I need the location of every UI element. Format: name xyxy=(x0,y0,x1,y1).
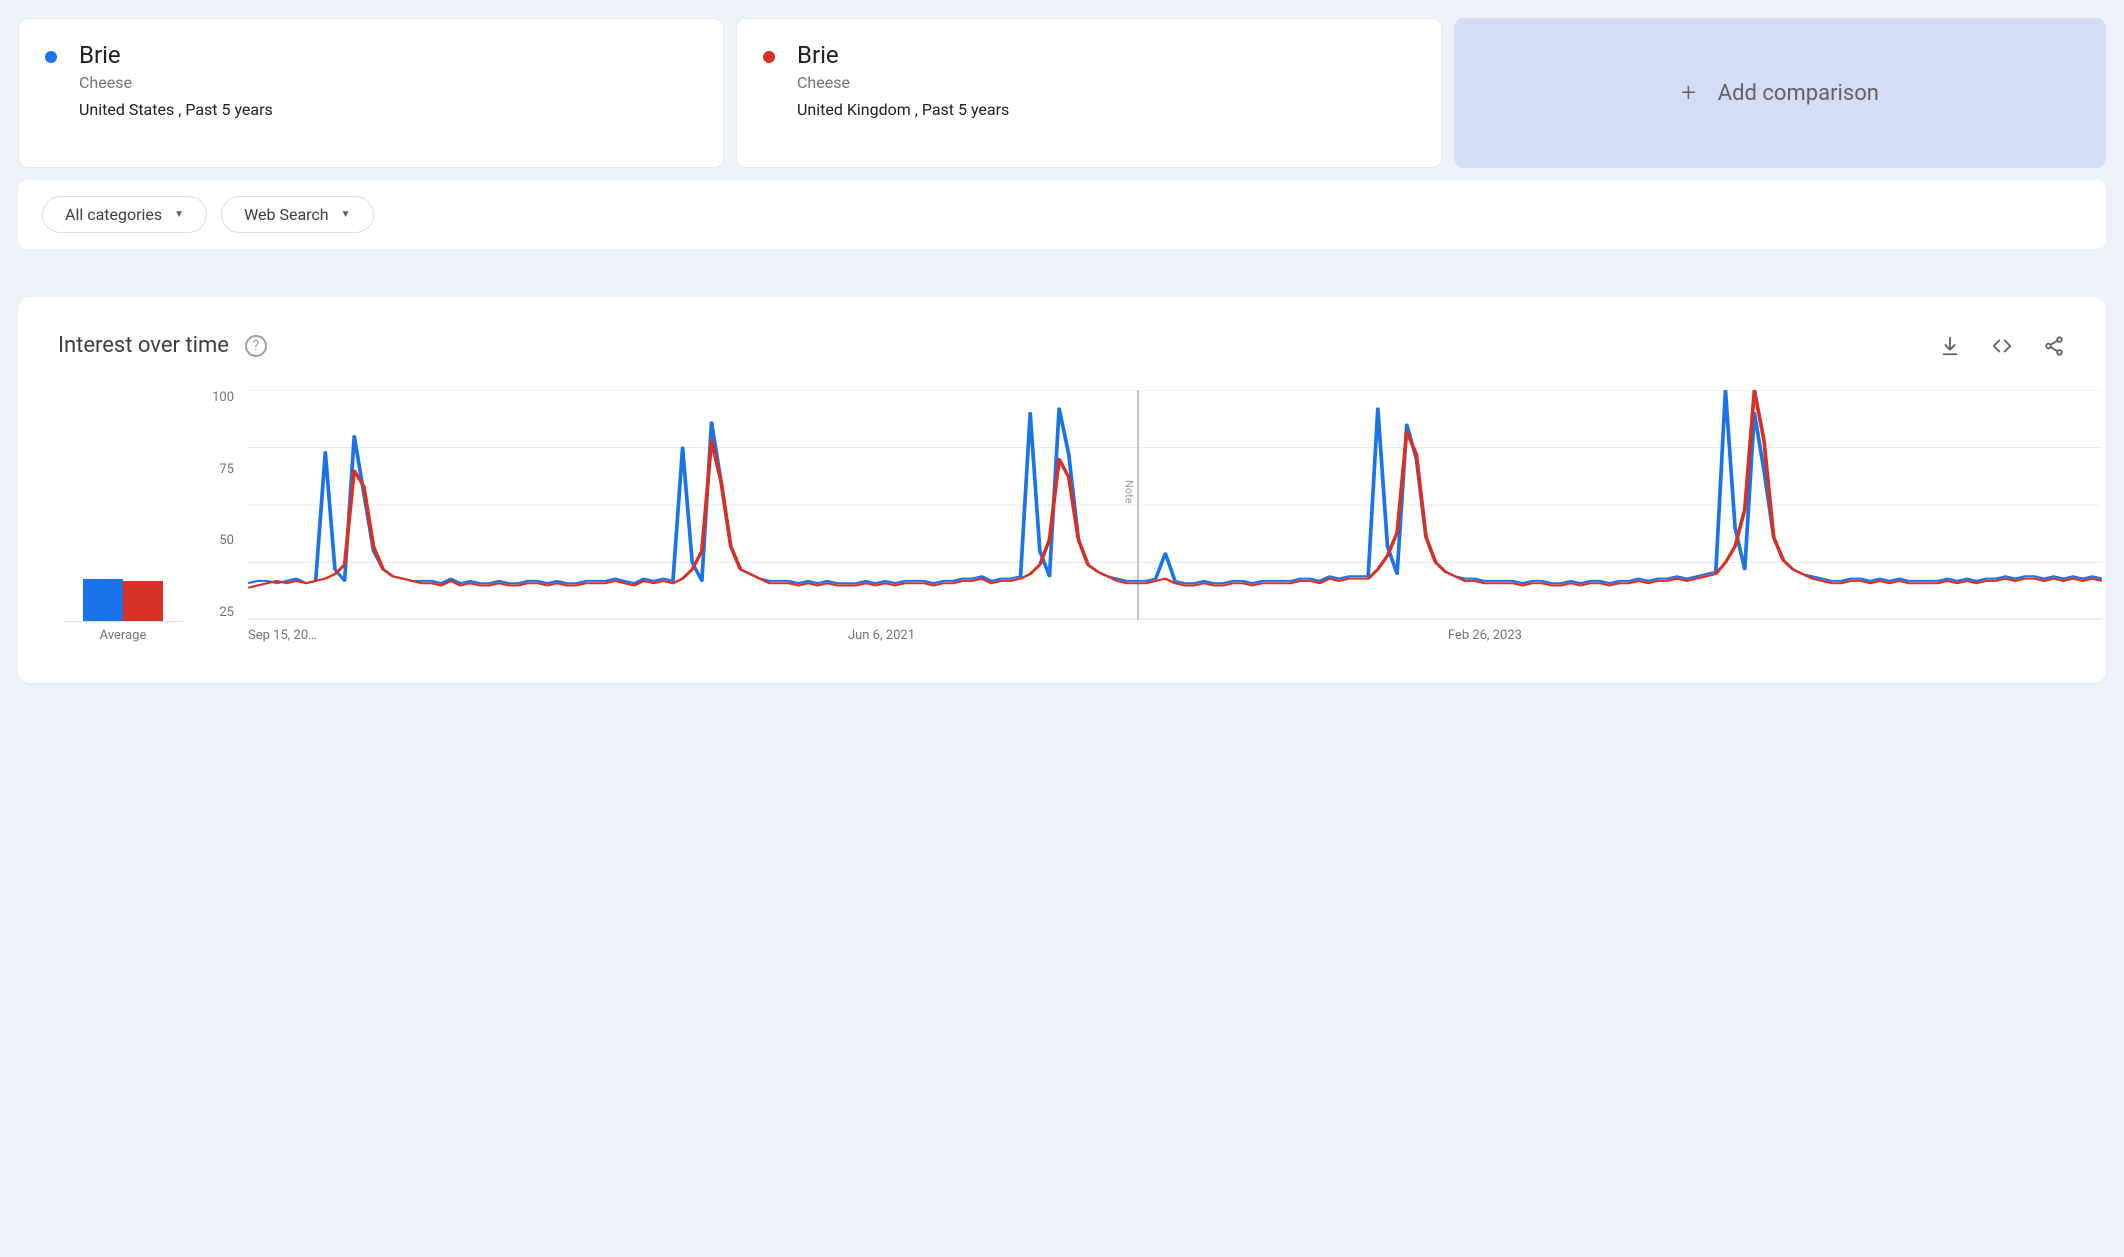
x-axis: Sep 15, 20…Jun 6, 2021Feb 26, 2023 xyxy=(248,628,2066,643)
download-icon[interactable] xyxy=(1938,334,1962,358)
search-type-label: Web Search xyxy=(244,205,329,224)
topic-title: Brie xyxy=(797,41,1009,69)
avg-bar-1 xyxy=(123,581,163,621)
plus-icon: + xyxy=(1681,78,1696,108)
add-comparison-button[interactable]: + Add comparison xyxy=(1454,18,2106,168)
average-label: Average xyxy=(100,628,147,643)
topic-card-0[interactable]: Brie Cheese United States , Past 5 years xyxy=(18,18,724,168)
topic-meta: United Kingdom , Past 5 years xyxy=(797,100,1009,119)
line-chart-svg xyxy=(248,390,2102,620)
y-axis: 100755025 xyxy=(204,390,234,620)
topic-subtitle: Cheese xyxy=(79,73,273,92)
topic-card-1[interactable]: Brie Cheese United Kingdom , Past 5 year… xyxy=(736,18,1442,168)
filter-bar: All categories ▼ Web Search ▼ xyxy=(18,180,2106,249)
series-dot-1 xyxy=(763,51,775,63)
share-icon[interactable] xyxy=(2042,334,2066,358)
topic-subtitle: Cheese xyxy=(797,73,1009,92)
topic-title: Brie xyxy=(79,41,273,69)
help-icon[interactable]: ? xyxy=(245,335,267,357)
category-dropdown[interactable]: All categories ▼ xyxy=(42,196,207,233)
search-type-dropdown[interactable]: Web Search ▼ xyxy=(221,196,373,233)
category-label: All categories xyxy=(65,205,162,224)
chart-body: Average 100755025 Note Sep 15, 20…Jun 6,… xyxy=(58,390,2066,643)
chart-actions xyxy=(1938,334,2066,358)
topic-meta: United States , Past 5 years xyxy=(79,100,273,119)
chevron-down-icon: ▼ xyxy=(341,209,351,220)
avg-bar-0 xyxy=(83,579,123,621)
line-chart[interactable]: 100755025 Note Sep 15, 20…Jun 6, 2021Feb… xyxy=(212,390,2066,643)
chart-header: Interest over time ? xyxy=(58,333,2066,358)
comparison-cards-row: Brie Cheese United States , Past 5 years… xyxy=(18,18,2106,168)
interest-over-time-panel: Interest over time ? Average 100755025 xyxy=(18,297,2106,683)
add-comparison-label: Add comparison xyxy=(1718,81,1879,106)
chart-title: Interest over time xyxy=(58,333,229,358)
chart-title-wrap: Interest over time ? xyxy=(58,333,267,358)
average-bars xyxy=(63,552,183,622)
topic-text-0: Brie Cheese United States , Past 5 years xyxy=(79,41,273,119)
topic-text-1: Brie Cheese United Kingdom , Past 5 year… xyxy=(797,41,1009,119)
series-dot-0 xyxy=(45,51,57,63)
chevron-down-icon: ▼ xyxy=(174,209,184,220)
embed-icon[interactable] xyxy=(1990,334,2014,358)
average-block: Average xyxy=(58,390,188,643)
note-marker: Note xyxy=(1123,480,1136,504)
